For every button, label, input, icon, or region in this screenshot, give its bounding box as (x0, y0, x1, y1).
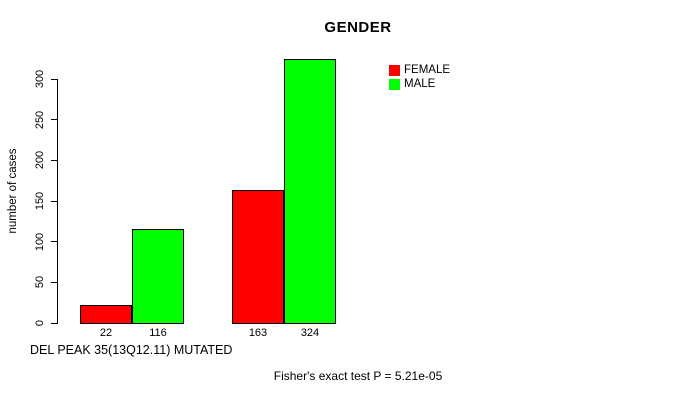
y-axis-line (57, 79, 58, 324)
y-axis-tick (51, 119, 57, 121)
y-axis-tick-label: 250 (34, 110, 46, 129)
chart-title: GENDER (324, 19, 392, 36)
bar-male-group2 (284, 59, 336, 324)
legend-item-female: FEMALE (389, 64, 451, 76)
legend-label-male: MALE (404, 78, 436, 90)
male-color-swatch (389, 79, 400, 90)
y-axis-tick-label: 200 (34, 151, 46, 170)
y-axis-tick-label: 300 (34, 69, 46, 89)
y-axis-tick (51, 78, 57, 80)
bar-female-group1 (80, 305, 132, 324)
bar-value-label: 163 (248, 327, 268, 339)
y-axis-tick-label: 100 (34, 232, 46, 251)
legend-item-male: MALE (389, 78, 450, 90)
y-axis-tick-label: 150 (34, 191, 46, 211)
annotation-pvalue: Fisher's exact test P = 5.21e-05 (273, 369, 443, 383)
bar-female-group2 (232, 190, 284, 324)
y-axis-tick (51, 322, 57, 324)
y-axis-tick (51, 281, 57, 283)
y-axis-tick (51, 241, 57, 243)
y-axis-tick (51, 159, 57, 161)
legend-label-female: FEMALE (404, 64, 451, 76)
legend: FEMALE MALE (389, 64, 451, 90)
y-axis-label: number of cases (7, 148, 19, 234)
bar-male-group1 (132, 228, 184, 324)
female-color-swatch (389, 65, 400, 76)
y-axis-tick-label: 0 (34, 319, 46, 327)
y-axis-tick-label: 50 (34, 276, 46, 289)
y-axis-tick (51, 200, 57, 202)
bar-value-label: 116 (149, 327, 167, 339)
x-axis-note: DEL PEAK 35(13Q12.11) MUTATED (30, 343, 233, 357)
bar-value-label: 22 (99, 327, 113, 339)
bar-value-label: 324 (300, 327, 320, 339)
